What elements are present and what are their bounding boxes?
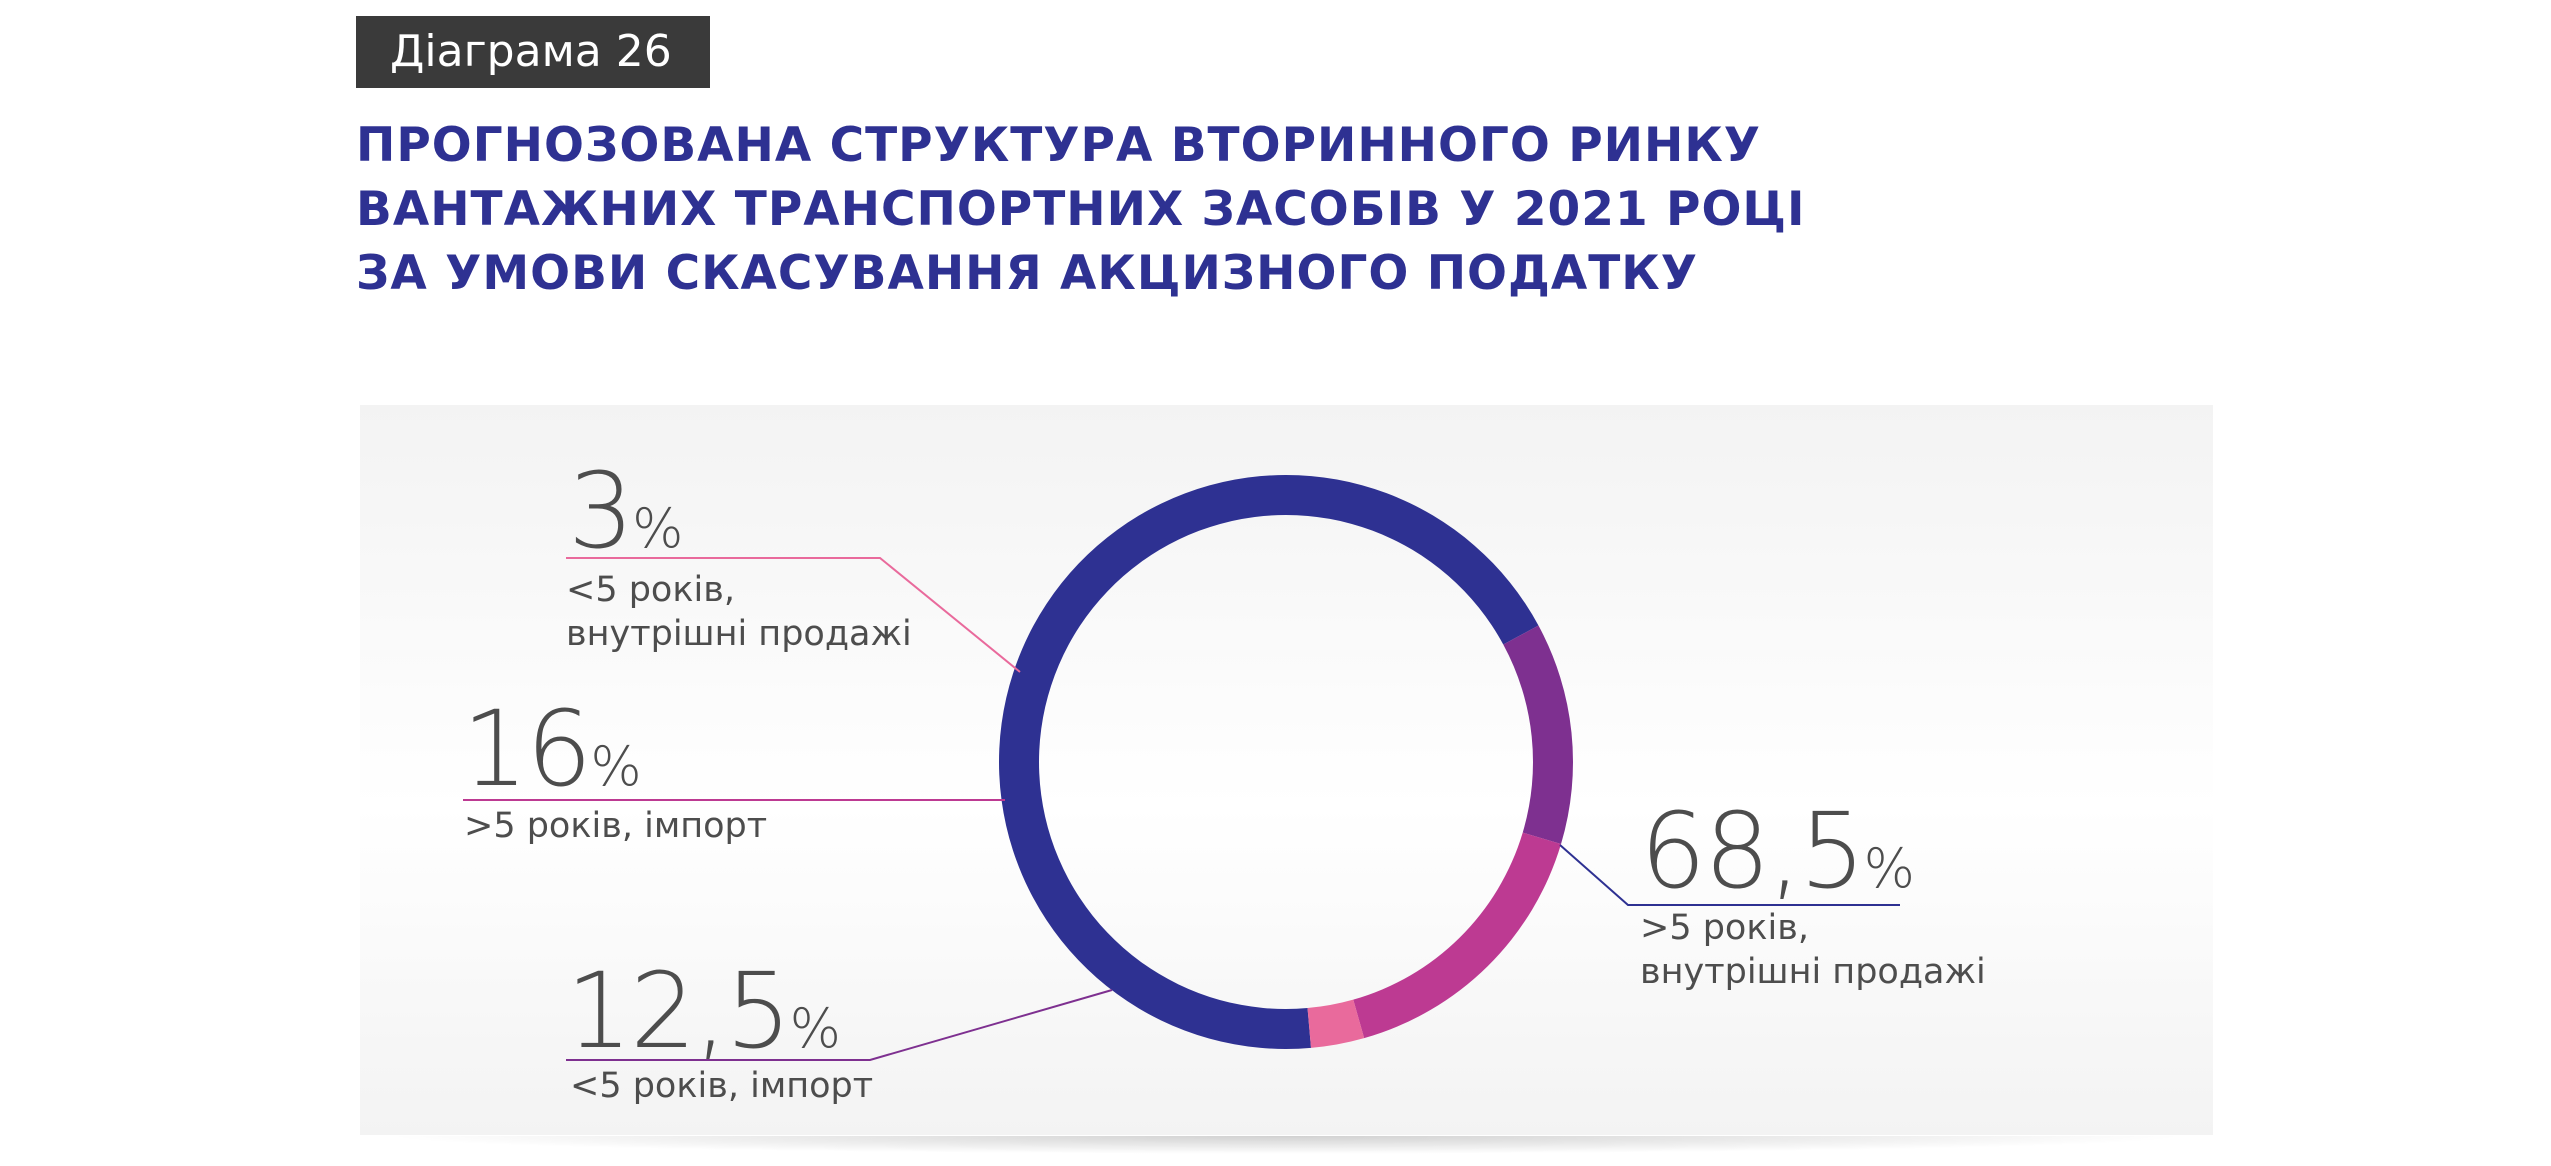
- leader-line-1: [566, 989, 1113, 1061]
- donut-slice-3: [1307, 999, 1365, 1048]
- value-label-number: 68,5: [1640, 790, 1866, 912]
- leader-line-0: [1559, 844, 1900, 906]
- leader-lines: [463, 557, 1900, 1061]
- slice-label-internal-over5-line2: внутрішні продажі: [1640, 952, 1986, 992]
- diagram-number-badge: Діаграма 26: [356, 16, 710, 88]
- percent-sign: %: [632, 497, 684, 560]
- leader-line-3: [566, 557, 1021, 673]
- value-label-number: 3: [568, 450, 634, 572]
- value-label-internal-over5: 68,5%: [1640, 790, 1915, 912]
- donut-slices: [998, 474, 1573, 1049]
- percent-sign: %: [789, 997, 841, 1060]
- value-label-number: 16: [462, 688, 592, 810]
- slice-label-internal-under5-line1: <5 років,: [566, 570, 735, 610]
- percent-sign: %: [590, 735, 642, 798]
- slice-label-internal-over5-line1: >5 років,: [1640, 908, 1809, 948]
- slice-label-internal-under5-line2: внутрішні продажі: [566, 614, 912, 654]
- slice-label-import-over5: >5 років, імпорт: [464, 806, 768, 846]
- donut-slice-2: [1353, 832, 1562, 1039]
- value-label-internal-under5: 3%: [568, 450, 683, 572]
- value-label-number: 12,5: [566, 950, 792, 1072]
- slice-label-import-under5: <5 років, імпорт: [570, 1066, 874, 1106]
- chart-title-line-2: ВАНТАЖНИХ ТРАНСПОРТНИХ ЗАСОБІВ У 2021 РО…: [356, 182, 1806, 237]
- value-label-import-under5: 12,5%: [566, 950, 841, 1072]
- chart-title-line-1: ПРОГНОЗОВАНА СТРУКТУРА ВТОРИННОГО РИНКУ: [356, 118, 1762, 173]
- percent-sign: %: [1863, 837, 1915, 900]
- panel-shadow: [380, 1136, 2193, 1154]
- donut-slice-1: [1503, 625, 1573, 844]
- value-label-import-over5: 16%: [462, 688, 642, 810]
- chart-title-line-3: ЗА УМОВИ СКАСУВАННЯ АКЦИЗНОГО ПОДАТКУ: [356, 246, 1698, 301]
